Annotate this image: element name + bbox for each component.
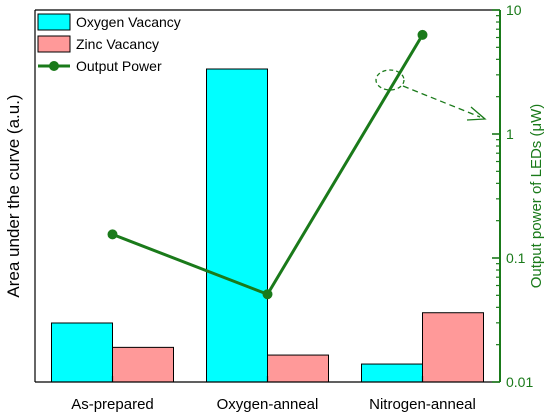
bar-oxygen-vacancy-2 (361, 363, 423, 383)
right-tick-label: 0.1 (506, 250, 526, 266)
right-tick-label: 1 (506, 126, 514, 142)
legend-swatch-zinc-vacancy (37, 35, 71, 53)
right-tick-label: 0.01 (506, 374, 533, 390)
legend: Oxygen Vacancy Zinc Vacancy Output Power (37, 13, 181, 74)
legend-swatch-oxygen-vacancy (37, 13, 71, 31)
output-power-point (107, 229, 118, 240)
line-layer (107, 29, 428, 300)
annotation-arrow-line (402, 85, 481, 118)
bar-oxygen-vacancy-1 (206, 68, 268, 383)
annotation-layer (375, 69, 487, 121)
legend-label-oxygen-vacancy: Oxygen Vacancy (76, 14, 181, 30)
bar-zinc-vacancy-2 (422, 312, 484, 383)
right-axis-label: Output power of LEDs (μW) (528, 104, 545, 289)
output-power-point (417, 29, 428, 40)
annotation-ellipse (375, 69, 405, 91)
bars-layer (51, 68, 484, 383)
legend-label-zinc-vacancy: Zinc Vacancy (76, 36, 159, 52)
x-tick-label: Nitrogen-anneal (369, 396, 476, 413)
bar-zinc-vacancy-0 (112, 346, 174, 383)
legend-label-output-power: Output Power (76, 58, 162, 74)
right-axis-ticks: 0.01 0.1 1 10 (492, 2, 533, 390)
bar-zinc-vacancy-1 (267, 354, 329, 383)
x-tick-label: As-prepared (71, 396, 154, 413)
right-tick-label: 10 (506, 2, 522, 18)
output-power-point (262, 289, 273, 300)
legend-marker-output-power (49, 61, 59, 71)
left-axis-label: Area under the curve (a.u.) (4, 94, 23, 297)
x-tick-label: Oxygen-anneal (217, 396, 319, 413)
annotation-arrow-head (466, 106, 487, 121)
x-ticks: As-prepared Oxygen-anneal Nitrogen-anneal (71, 376, 476, 413)
bar-oxygen-vacancy-0 (51, 322, 113, 383)
